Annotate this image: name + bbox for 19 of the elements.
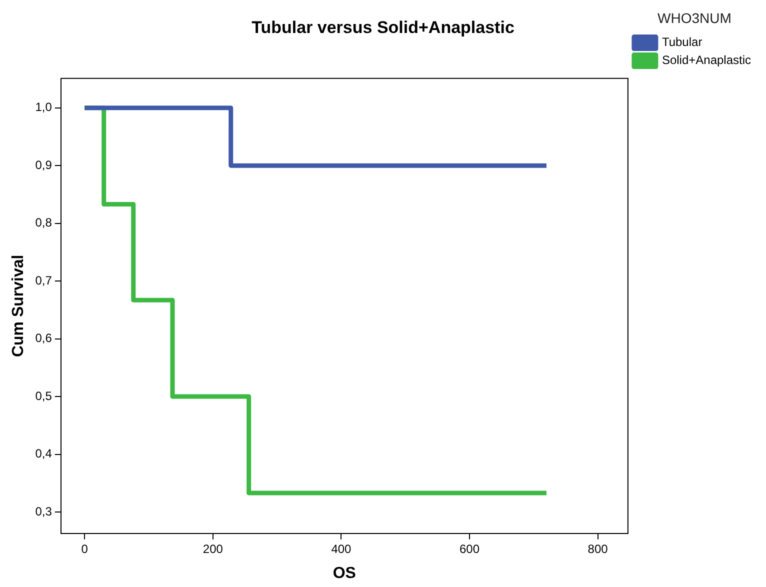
legend-label: Solid+Anaplastic [662,53,752,68]
x-tick-label: 0 [81,542,88,556]
legend-title: WHO3NUM [658,10,732,26]
x-axis-title: OS [332,564,356,582]
y-tick-label: 0,6 [35,331,52,346]
x-tick-label: 600 [459,542,480,556]
x-tick-label: 800 [588,542,608,556]
y-tick-label: 0,5 [35,388,52,403]
y-tick-label: 1,0 [35,100,52,114]
y-tick-label: 0,9 [35,158,52,172]
chart-title: Tubular versus Solid+Anaplastic [252,18,514,37]
y-tick-label: 0,4 [35,446,52,461]
y-axis-title: Cum Survival [10,254,28,358]
y-tick-label: 0,8 [35,216,52,230]
y-tick-label: 0,3 [35,504,52,518]
x-tick-label: 200 [202,542,224,556]
x-tick-label: 400 [331,542,352,556]
legend-label: Tubular [662,35,702,50]
y-tick-label: 0,7 [35,273,52,288]
